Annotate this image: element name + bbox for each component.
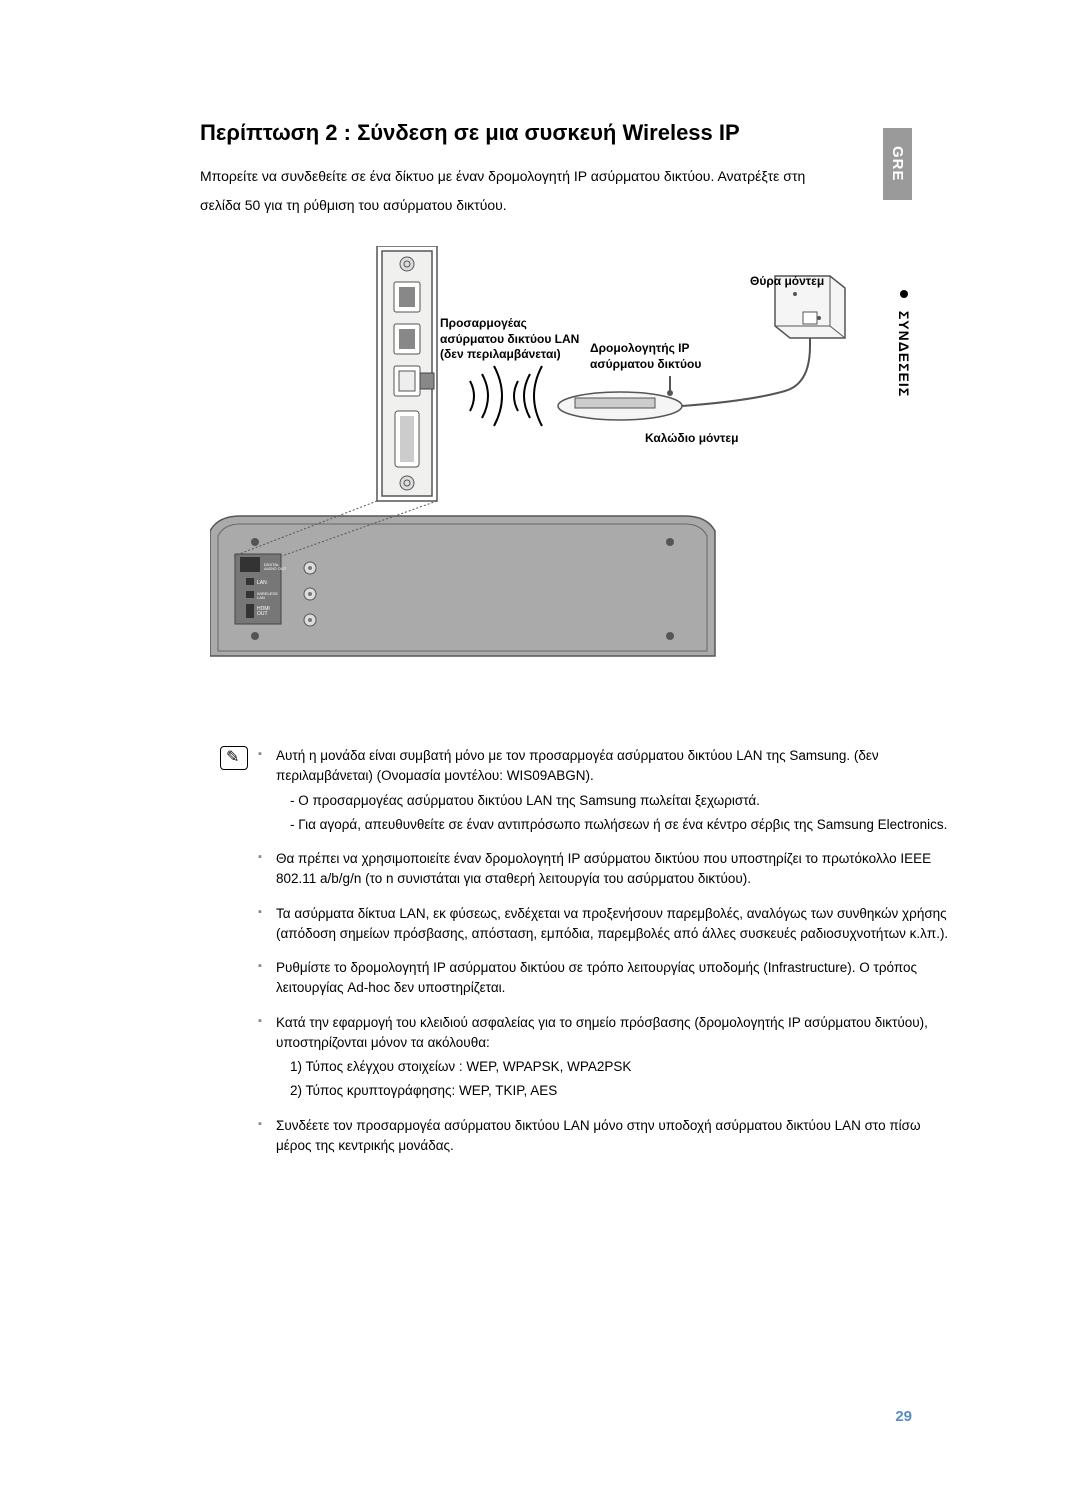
note-sub-item: - Για αγορά, απευθυνθείτε σε έναν αντιπρ… [276,815,950,835]
label-adapter-l2: ασύρματου δικτύου LAN [440,332,579,348]
section-tab: ΣΥΝΔΕΣΕΙΣ [896,290,912,397]
svg-text:OUT: OUT [257,611,268,617]
connection-diagram: DIGITAL AUDIO OUT LAN WIRELESS LAN HDMI … [210,246,850,686]
label-router-l2: ασύρματου δικτύου [590,357,701,373]
note-sub-item: 1) Τύπος ελέγχου στοιχείων : WEP, WPAPSK… [276,1057,950,1077]
note-item: Ρυθμίστε το δρομολογητή IP ασύρματου δικ… [258,958,950,999]
label-router: Δρομολογητής IP ασύρματου δικτύου [590,341,701,372]
section-tab-label: ΣΥΝΔΕΣΕΙΣ [896,311,912,397]
note-item: Κατά την εφαρμογή του κλειδιού ασφαλείας… [258,1013,950,1102]
page-title: Περίπτωση 2 : Σύνδεση σε μια συσκευή Wir… [200,120,950,146]
label-modem-cable: Καλώδιο μόντεμ [645,431,738,447]
language-tab: GRE [883,128,912,200]
note-item: Συνδέετε τον προσαρμογέα ασύρματου δικτύ… [258,1116,950,1157]
svg-text:LAN: LAN [257,595,265,600]
svg-text:LAN: LAN [257,580,267,586]
diagram-svg: DIGITAL AUDIO OUT LAN WIRELESS LAN HDMI … [210,246,850,686]
note-item: Θα πρέπει να χρησιμοποιείτε έναν δρομολο… [258,849,950,890]
note-sub-item: 2) Τύπος κρυπτογράφησης: WEP, TKIP, AES [276,1081,950,1101]
note-item: Αυτή η μονάδα είναι συμβατή μόνο με τον … [258,746,950,835]
label-modem-port: Θύρα μόντεμ [750,274,824,290]
intro-text-1: Μπορείτε να συνδεθείτε σε ένα δίκτυο με … [200,166,950,187]
label-adapter-l1: Προσαρμογέας [440,316,579,332]
page-content: Περίπτωση 2 : Σύνδεση σε μια συσκευή Wir… [0,0,1080,1230]
section-bullet-icon [900,290,908,298]
label-adapter: Προσαρμογέας ασύρματου δικτύου LAN (δεν … [440,316,579,363]
label-router-l1: Δρομολογητής IP [590,341,701,357]
note-sub-item: - Ο προσαρμογέας ασύρματου δικτύου LAN τ… [276,791,950,811]
label-adapter-l3: (δεν περιλαμβάνεται) [440,347,579,363]
notes-list: Αυτή η μονάδα είναι συμβατή μόνο με τον … [258,746,950,1170]
svg-text:AUDIO OUT: AUDIO OUT [264,566,287,571]
note-icon [220,746,248,770]
note-item: Τα ασύρματα δίκτυα LAN, εκ φύσεως, ενδέχ… [258,904,950,945]
page-number: 29 [895,1408,912,1425]
notes-section: Αυτή η μονάδα είναι συμβατή μόνο με τον … [220,746,950,1170]
intro-text-2: σελίδα 50 για τη ρύθμιση του ασύρματου δ… [200,195,950,216]
